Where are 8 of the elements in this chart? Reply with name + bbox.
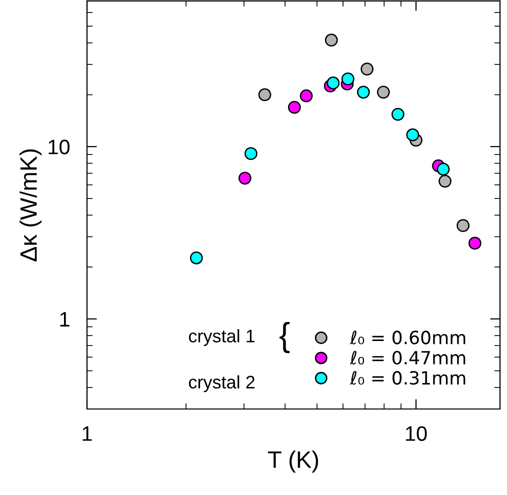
legend-label: ℓ₀ = 0.47mm bbox=[350, 350, 466, 365]
annotation: crystal 2 bbox=[188, 375, 254, 392]
x-axis-title: T (K) bbox=[268, 450, 318, 473]
legend-label: ℓ₀ = 0.60mm bbox=[350, 330, 466, 344]
legend-label: ℓ₀ = 0.31mm bbox=[350, 371, 466, 385]
annotation: crystal 1 bbox=[188, 329, 255, 346]
annotation: { bbox=[280, 322, 290, 354]
y-axis-title: Δκ (W/mK) bbox=[20, 149, 42, 262]
